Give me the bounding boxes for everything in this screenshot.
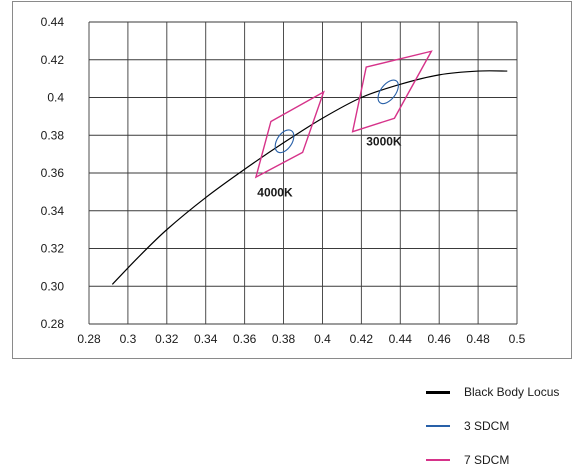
sdcm7-quadrangle-1 bbox=[351, 50, 433, 133]
legend-label: Black Body Locus bbox=[464, 385, 560, 399]
x-tick-label: 0.48 bbox=[466, 332, 490, 346]
x-tick-label: 0.32 bbox=[155, 332, 179, 346]
plot-area-frame bbox=[12, 1, 572, 359]
x-tick-label: 0.5 bbox=[509, 332, 526, 346]
x-tick-label: 0.3 bbox=[120, 332, 137, 346]
legend-swatch bbox=[426, 425, 450, 427]
sdcm3-ellipse-1 bbox=[377, 79, 399, 105]
x-tick-label: 0.38 bbox=[272, 332, 296, 346]
legend-item: Black Body Locus bbox=[426, 384, 559, 400]
legend-label: 7 SDCM bbox=[464, 453, 510, 467]
y-tick-label: 0.36 bbox=[41, 166, 65, 180]
x-tick-label: 0.4 bbox=[314, 332, 331, 346]
cct-annotation: 4000K bbox=[257, 186, 293, 200]
legend-item: 7 SDCM bbox=[426, 452, 509, 468]
x-tick-label: 0.34 bbox=[194, 332, 218, 346]
legend-swatch bbox=[426, 390, 450, 394]
x-tick-label: 0.46 bbox=[428, 332, 452, 346]
legend-swatch bbox=[426, 459, 450, 461]
sdcm3-ellipse-0 bbox=[274, 129, 295, 154]
legend-label: 3 SDCM bbox=[464, 419, 510, 433]
y-tick-label: 0.42 bbox=[41, 53, 65, 67]
cct-annotation: 3000K bbox=[366, 135, 402, 149]
y-tick-label: 0.38 bbox=[41, 128, 65, 142]
x-tick-label: 0.44 bbox=[389, 332, 413, 346]
y-tick-label: 0.44 bbox=[41, 15, 65, 29]
y-tick-label: 0.28 bbox=[41, 317, 65, 331]
y-tick-label: 0.34 bbox=[41, 204, 65, 218]
y-tick-label: 0.30 bbox=[41, 279, 65, 293]
sdcm7-quadrangle-0 bbox=[254, 90, 325, 179]
x-tick-label: 0.36 bbox=[233, 332, 257, 346]
x-tick-label: 0.28 bbox=[77, 332, 101, 346]
legend-item: 3 SDCM bbox=[426, 418, 509, 434]
y-tick-label: 0.4 bbox=[47, 91, 64, 105]
black-body-locus-line bbox=[111, 70, 508, 285]
x-tick-label: 0.42 bbox=[350, 332, 374, 346]
y-tick-label: 0.32 bbox=[41, 242, 65, 256]
